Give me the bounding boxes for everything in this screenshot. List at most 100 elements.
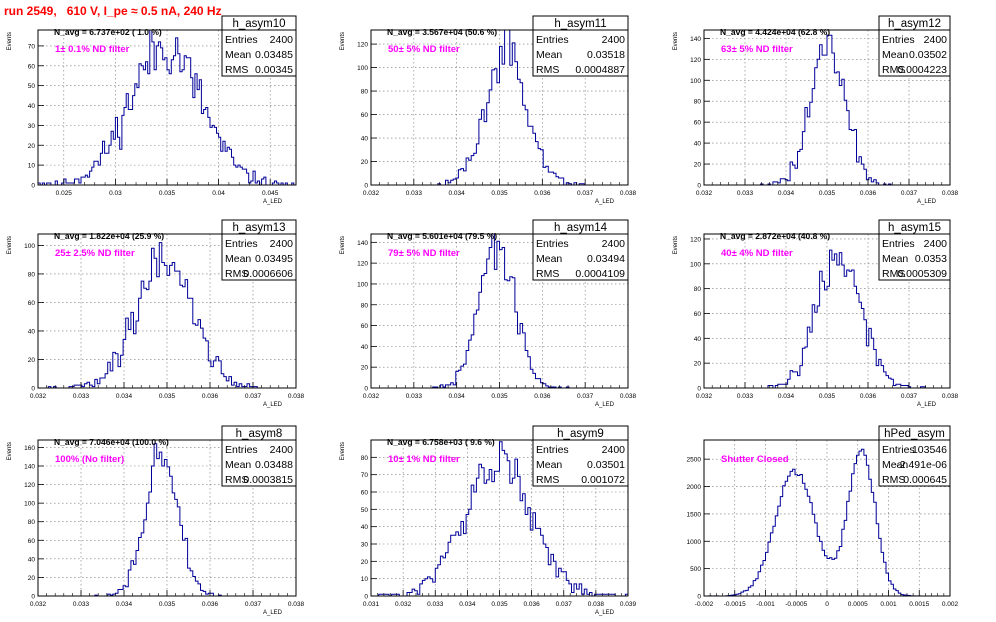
x-tick-label: 0.002 xyxy=(942,601,959,608)
navg-label: N_avg = 7.046e+04 (100.0 %) xyxy=(54,437,169,447)
stat-rms-label: RMS xyxy=(225,474,248,486)
y-tick-label: 80 xyxy=(361,455,369,462)
x-tick-label: -0.002 xyxy=(695,601,714,608)
y-tick-label: 80 xyxy=(361,89,369,96)
y-tick-label: 100 xyxy=(357,281,368,288)
stat-mean-label: Mean xyxy=(882,253,908,265)
y-tick-label: 10 xyxy=(361,576,369,583)
y-tick-label: 140 xyxy=(357,240,368,247)
stats-box xyxy=(221,233,297,281)
x-axis-label: A_LED xyxy=(595,402,615,408)
hist-name: h_asym12 xyxy=(888,18,941,30)
y-tick-label: 2500 xyxy=(687,457,702,464)
y-tick-label: 60 xyxy=(694,311,702,318)
y-tick-label: 0 xyxy=(364,594,368,601)
x-tick-label: 0.025 xyxy=(56,190,73,197)
stat-rms-label: RMS xyxy=(536,64,559,76)
y-tick-label: 40 xyxy=(694,336,702,343)
x-tick-label: 0.034 xyxy=(449,190,466,197)
stat-rms-label: RMS xyxy=(536,474,559,486)
x-tick-label: 0.038 xyxy=(288,393,305,400)
stat-mean-value: -2.491e-06 xyxy=(896,459,947,471)
stat-entries-value: 2400 xyxy=(270,444,294,456)
x-tick-label: 0.036 xyxy=(860,190,877,197)
x-tick-label: 0.037 xyxy=(577,393,594,400)
x-tick-label: 0.0015 xyxy=(909,601,929,608)
stat-mean-label: Mean xyxy=(536,459,562,471)
x-tick-label: -0.0015 xyxy=(724,601,746,608)
stats-box xyxy=(221,29,297,77)
hist-name: h_asym8 xyxy=(236,428,283,440)
stat-entries-value: 103546 xyxy=(912,444,947,456)
y-tick-label: 60 xyxy=(361,323,369,330)
x-tick-label: 0.033 xyxy=(73,393,90,400)
navg-label: N_avg = 6.758e+03 ( 9.6 %) xyxy=(387,437,495,447)
x-tick-label: 0.035 xyxy=(491,190,508,197)
y-tick-label: 40 xyxy=(28,103,36,110)
x-tick-label: 0.038 xyxy=(288,601,305,608)
stat-entries-label: Entries xyxy=(536,34,569,46)
y-tick-label: 2000 xyxy=(687,484,702,491)
x-tick-label: 0.037 xyxy=(245,601,262,608)
y-axis-label: Events xyxy=(7,442,13,460)
x-tick-label: 0.032 xyxy=(363,190,380,197)
y-axis-label: Events xyxy=(673,236,679,254)
x-tick-label: 0.039 xyxy=(620,601,637,608)
x-tick-label: 0.032 xyxy=(30,393,47,400)
y-tick-label: 140 xyxy=(690,36,701,43)
stat-rms-value: 0.000645 xyxy=(903,474,947,486)
y-tick-label: 120 xyxy=(690,236,701,243)
x-tick-label: 0.034 xyxy=(449,393,466,400)
stat-mean-label: Mean xyxy=(536,49,562,61)
filter-label: 79± 5% ND filter xyxy=(388,248,460,259)
x-axis-label: A_LED xyxy=(595,610,615,616)
y-tick-label: 60 xyxy=(361,112,369,119)
x-tick-label: 0.036 xyxy=(523,601,540,608)
y-tick-label: 60 xyxy=(28,538,36,545)
y-tick-label: 0 xyxy=(31,183,35,190)
stat-entries-value: 2400 xyxy=(602,238,626,250)
navg-label: N_avg = 2.872e+04 (40.8 %) xyxy=(720,231,830,241)
stats-box xyxy=(221,439,297,487)
y-tick-label: 0 xyxy=(697,183,701,190)
stat-mean-value: 0.03485 xyxy=(255,49,293,61)
y-tick-label: 40 xyxy=(28,328,36,335)
x-tick-label: 0.033 xyxy=(73,601,90,608)
filter-label: 63± 5% ND filter xyxy=(721,44,793,55)
stat-mean-value: 0.03502 xyxy=(909,49,947,61)
x-tick-label: 0.035 xyxy=(819,393,836,400)
y-tick-label: 1500 xyxy=(687,511,702,518)
x-tick-label: 0.038 xyxy=(942,190,959,197)
stat-mean-label: Mean xyxy=(882,49,908,61)
y-tick-label: 30 xyxy=(361,542,369,549)
histogram-line xyxy=(38,242,296,389)
x-tick-label: 0.038 xyxy=(588,601,605,608)
hist-name: h_asym10 xyxy=(232,18,285,30)
y-tick-label: 40 xyxy=(28,556,36,563)
y-axis-label: Events xyxy=(673,32,679,50)
filter-label: 10± 1% ND filter xyxy=(388,454,460,465)
histogram-line xyxy=(37,29,296,186)
x-tick-label: 0.037 xyxy=(245,393,262,400)
navg-label: N_avg = 3.567e+04 (50.6 %) xyxy=(387,27,497,37)
x-tick-label: 0 xyxy=(825,601,829,608)
stat-rms-label: RMS xyxy=(882,268,905,280)
stat-entries-label: Entries xyxy=(882,34,915,46)
y-tick-label: 120 xyxy=(357,42,368,49)
filter-label: 40± 4% ND filter xyxy=(721,248,793,259)
stats-box xyxy=(878,29,951,77)
x-tick-label: 0.034 xyxy=(116,601,133,608)
y-axis-label: Events xyxy=(7,32,13,50)
x-tick-label: 0.036 xyxy=(860,393,877,400)
y-tick-label: 80 xyxy=(361,302,369,309)
stat-rms-label: RMS xyxy=(225,268,248,280)
x-tick-label: -0.0005 xyxy=(785,601,807,608)
stat-rms-label: RMS xyxy=(536,268,559,280)
y-tick-label: 10 xyxy=(28,163,36,170)
x-tick-label: 0.035 xyxy=(159,393,176,400)
x-tick-label: 0.034 xyxy=(116,393,133,400)
x-tick-label: 0.035 xyxy=(159,190,176,197)
x-tick-label: 0.032 xyxy=(30,601,47,608)
y-tick-label: 80 xyxy=(28,271,36,278)
